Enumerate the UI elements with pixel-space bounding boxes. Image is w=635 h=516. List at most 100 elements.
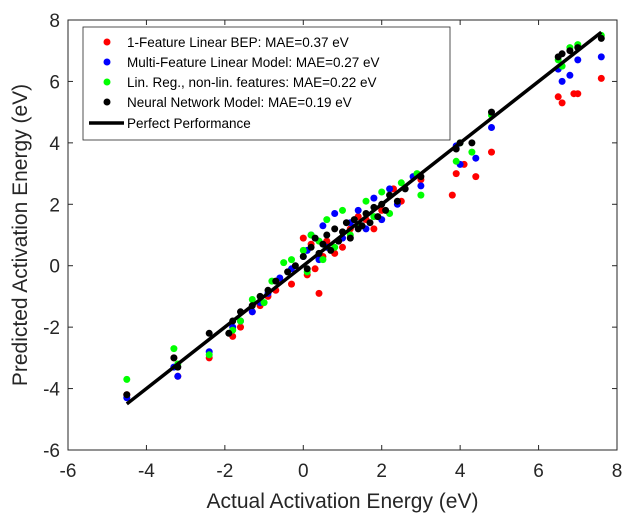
data-point	[288, 256, 295, 264]
data-point	[468, 148, 476, 156]
y-axis-title: Predicted Activation Energy (eV)	[9, 84, 32, 386]
x-tick-label: -4	[138, 461, 155, 482]
marks-layer	[123, 30, 605, 406]
data-point	[566, 47, 574, 55]
legend: 1-Feature Linear BEP: MAE=0.37 eV Multi-…	[82, 26, 451, 141]
y-tick-label: 0	[49, 257, 60, 278]
data-point	[362, 197, 370, 205]
data-point	[319, 222, 327, 230]
y-tick-label: 2	[49, 195, 60, 216]
data-point	[280, 259, 288, 267]
data-point	[315, 289, 323, 297]
x-axis-ticks: -6 -4 -2 0 2 4 6 8	[60, 20, 623, 482]
data-point	[382, 206, 390, 214]
data-point	[248, 296, 256, 303]
y-tick-label: -2	[43, 318, 60, 339]
data-point	[417, 182, 425, 190]
data-point	[417, 191, 425, 199]
legend-label-perfect: Perfect Performance	[127, 116, 251, 131]
x-tick-label: -6	[60, 461, 77, 482]
data-point	[299, 253, 307, 260]
legend-label-neural-network: Neural Network Model: MAE=0.19 eV	[127, 95, 352, 110]
data-point	[323, 231, 331, 239]
data-point	[558, 50, 566, 58]
x-axis-title: Actual Activation Energy (eV)	[207, 490, 479, 513]
y-tick-label: -6	[43, 441, 60, 462]
data-point	[393, 197, 401, 205]
data-point	[123, 391, 131, 399]
data-point	[452, 157, 460, 165]
data-point	[468, 139, 476, 147]
data-point	[488, 108, 495, 116]
data-point	[307, 243, 315, 251]
legend-box	[82, 26, 451, 141]
data-point	[311, 265, 319, 273]
data-point	[558, 99, 566, 107]
data-point	[452, 170, 460, 178]
data-point	[472, 173, 480, 181]
data-point	[319, 240, 327, 248]
data-point	[260, 299, 268, 307]
data-point	[123, 375, 131, 383]
data-point	[303, 265, 311, 273]
legend-marker-lin-reg	[103, 78, 111, 86]
data-point	[374, 213, 382, 221]
x-tick-label: 6	[533, 461, 544, 482]
plot-frame	[67, 19, 618, 451]
data-point	[272, 277, 280, 285]
data-point	[299, 234, 307, 242]
x-tick-label: 2	[376, 461, 387, 482]
data-point	[311, 234, 319, 242]
data-point	[205, 351, 213, 359]
data-point	[339, 206, 346, 214]
data-point	[370, 225, 378, 233]
data-point	[488, 148, 495, 156]
data-point	[554, 93, 562, 101]
data-point	[597, 34, 605, 42]
data-point	[597, 53, 605, 61]
data-point	[358, 222, 366, 230]
data-point	[319, 256, 327, 264]
data-point	[397, 179, 405, 187]
data-point	[574, 90, 582, 98]
data-point	[597, 74, 605, 82]
y-tick-label: 6	[49, 72, 60, 93]
legend-marker-multi-feature	[103, 58, 111, 66]
data-point	[225, 329, 233, 337]
legend-label-bep: 1-Feature Linear BEP: MAE=0.37 eV	[127, 35, 349, 50]
legend-label-multi-feature: Multi-Feature Linear Model: MAE=0.27 eV	[127, 55, 380, 70]
data-point	[339, 243, 346, 251]
data-point	[370, 194, 378, 202]
legend-marker-neural-network	[103, 98, 111, 106]
data-point	[574, 56, 582, 64]
data-point	[566, 71, 574, 79]
perfect-performance-line	[125, 30, 603, 406]
data-point	[558, 77, 566, 85]
y-tick-label: -4	[43, 380, 60, 401]
legend-marker-bep	[103, 38, 111, 46]
y-tick-label: 4	[49, 134, 60, 155]
x-tick-label: -2	[216, 461, 233, 482]
data-point	[488, 124, 495, 131]
data-point	[174, 372, 182, 380]
data-point	[170, 354, 178, 362]
data-point	[323, 216, 331, 224]
y-axis-ticks: -6 -4 -2 0 2 4 6 8	[43, 11, 617, 462]
data-point	[350, 216, 358, 224]
y-tick-label: 8	[49, 11, 60, 32]
data-point	[291, 262, 299, 270]
data-point	[386, 185, 394, 193]
data-point	[205, 329, 213, 337]
data-point	[346, 234, 354, 242]
data-point	[284, 268, 292, 276]
data-point	[354, 206, 362, 214]
data-point	[472, 154, 480, 162]
x-tick-label: 0	[298, 461, 309, 482]
x-tick-label: 8	[612, 461, 623, 482]
data-point	[237, 323, 244, 331]
data-point	[299, 246, 307, 254]
data-point	[248, 308, 256, 316]
data-point	[237, 317, 244, 325]
data-point	[378, 188, 386, 196]
